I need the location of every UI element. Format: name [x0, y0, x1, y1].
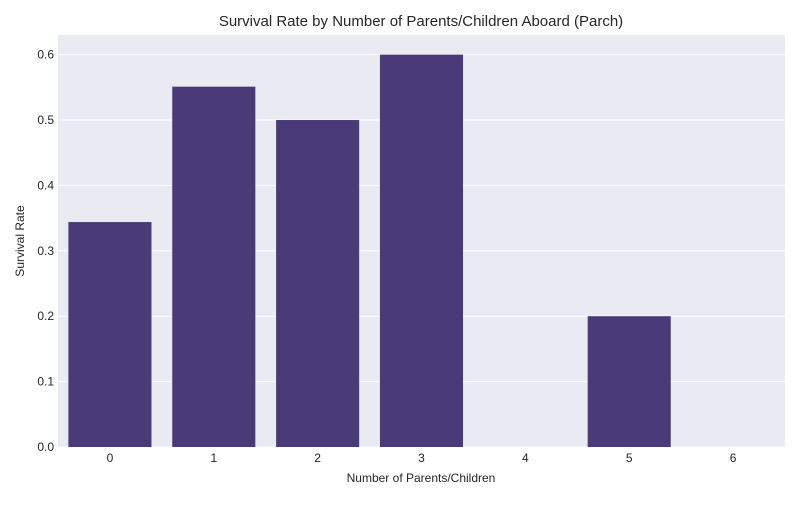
y-tick-label: 0.1 — [37, 375, 54, 389]
x-tick-label: 0 — [107, 451, 114, 465]
y-tick-label: 0.6 — [37, 48, 54, 62]
y-axis-label: Survival Rate — [13, 205, 27, 277]
bar-5 — [587, 316, 671, 447]
bar-0 — [68, 222, 152, 447]
y-tick-label: 0.0 — [37, 440, 54, 454]
y-tick-label: 0.2 — [37, 309, 54, 323]
y-tick-label: 0.4 — [37, 178, 54, 192]
x-tick-label: 1 — [210, 451, 217, 465]
x-tick-label: 2 — [314, 451, 321, 465]
x-tick-label: 4 — [522, 451, 529, 465]
x-tick-label: 5 — [626, 451, 633, 465]
y-tick-label: 0.5 — [37, 113, 54, 127]
bar-3 — [379, 54, 464, 447]
bars — [68, 54, 671, 448]
chart-title: Survival Rate by Number of Parents/Child… — [219, 13, 623, 30]
bar-1 — [172, 86, 256, 448]
x-tick-label: 6 — [730, 451, 737, 465]
bar-2 — [276, 120, 360, 448]
x-tick-label: 3 — [418, 451, 425, 465]
x-axis-ticks: 0 1 2 3 4 5 6 — [107, 451, 737, 465]
y-axis-ticks: 0.0 0.1 0.2 0.3 0.4 0.5 0.6 — [37, 48, 54, 454]
y-tick-label: 0.3 — [37, 244, 54, 258]
x-axis-label: Number of Parents/Children — [347, 471, 496, 485]
